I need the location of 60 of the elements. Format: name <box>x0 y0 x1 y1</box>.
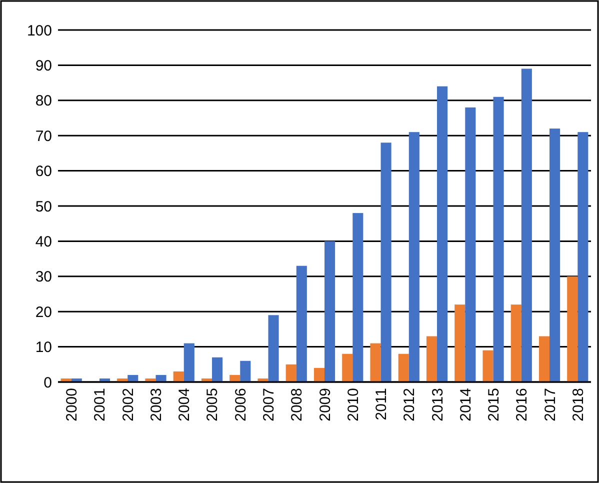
bar <box>465 107 476 382</box>
bar <box>268 315 279 382</box>
y-tick-label: 80 <box>35 92 52 110</box>
y-tick-label: 10 <box>35 339 52 356</box>
y-tick-label: 30 <box>35 268 52 286</box>
bar <box>482 350 494 382</box>
bar <box>398 354 409 382</box>
bar <box>324 241 336 382</box>
x-tick-label: 2013 <box>429 388 446 422</box>
y-tick-label: 0 <box>44 374 52 392</box>
x-tick-label: 2012 <box>401 388 418 422</box>
bar <box>426 336 438 382</box>
x-tick-label: 2004 <box>176 388 194 422</box>
x-tick-label: 2002 <box>120 388 137 422</box>
y-tick-label: 50 <box>35 198 52 216</box>
x-tick-label: 2003 <box>148 388 165 422</box>
bar <box>521 68 532 382</box>
bar <box>230 374 240 382</box>
x-tick-label: 2010 <box>344 388 362 422</box>
bar <box>437 86 448 382</box>
bar <box>567 276 578 382</box>
x-tick-label: 2009 <box>316 388 334 422</box>
bar <box>314 368 324 382</box>
bar <box>352 213 364 382</box>
x-tick-label: 2000 <box>64 388 81 422</box>
y-tick-label: 90 <box>35 57 52 74</box>
x-tick-label: 2016 <box>514 388 531 422</box>
y-tick-label: 60 <box>35 163 52 180</box>
bar <box>128 374 138 382</box>
bar <box>408 132 420 382</box>
bar <box>510 304 522 382</box>
x-tick-label: 2007 <box>260 388 278 422</box>
y-tick-label: 20 <box>35 304 52 321</box>
x-tick-label: 2015 <box>486 388 503 422</box>
x-tick-label: 2006 <box>232 388 250 422</box>
x-tick-label: 2001 <box>92 388 109 422</box>
bar <box>342 354 353 382</box>
bar <box>156 374 166 382</box>
y-tick-label: 40 <box>35 233 52 250</box>
bar <box>296 266 307 382</box>
x-tick-label: 2014 <box>457 388 474 422</box>
bar <box>493 96 504 382</box>
x-tick-label: 2017 <box>542 388 559 422</box>
bar <box>286 364 296 382</box>
y-tick-label: 70 <box>35 128 52 145</box>
bar <box>380 142 392 382</box>
bar <box>184 343 194 382</box>
bar <box>550 128 560 382</box>
x-tick-label: 2018 <box>570 388 587 422</box>
x-tick-label: 2005 <box>204 388 222 422</box>
y-tick-label: 100 <box>26 22 52 40</box>
x-tick-label: 2011 <box>373 388 390 420</box>
bar <box>212 357 223 382</box>
bar <box>370 343 381 382</box>
bar <box>538 336 550 382</box>
bar <box>240 360 251 382</box>
bar <box>454 304 466 382</box>
bar <box>173 371 184 382</box>
bar <box>578 132 588 382</box>
x-tick-label: 2008 <box>288 388 306 422</box>
